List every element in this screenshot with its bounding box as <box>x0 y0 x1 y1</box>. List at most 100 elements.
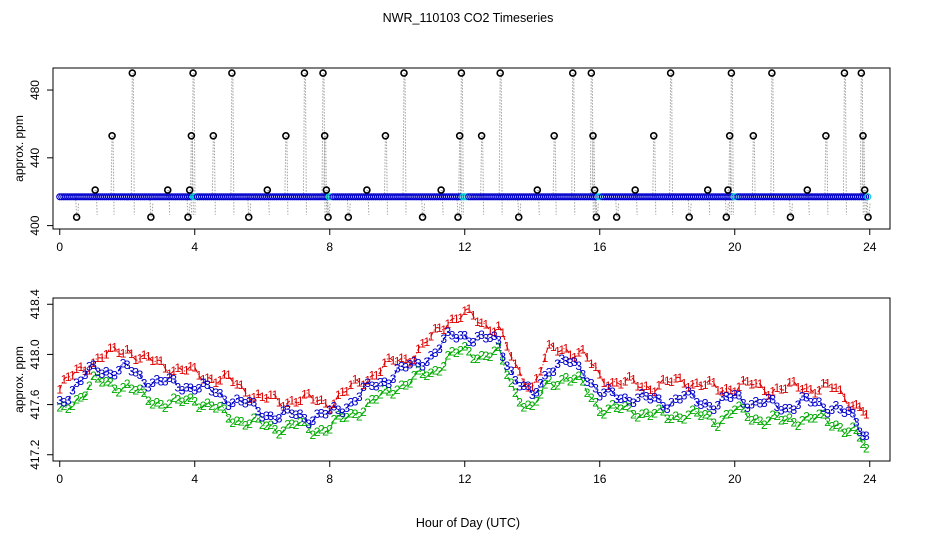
series-2-marker: 2 <box>660 405 667 419</box>
series-3-marker: 3 <box>65 393 72 407</box>
series-3-marker: 3 <box>630 396 637 410</box>
series-3-marker: 3 <box>225 399 232 413</box>
series-1-marker: 1 <box>390 354 397 368</box>
series-3-marker: 3 <box>795 398 802 412</box>
series-2-marker: 2 <box>740 401 747 415</box>
series-3-marker: 3 <box>322 407 329 421</box>
series-2-marker: 2 <box>280 424 287 438</box>
outlier-connector <box>151 203 154 218</box>
series-3-marker: 3 <box>828 403 835 417</box>
series-2-marker: 2 <box>833 418 840 432</box>
series-2-marker: 2 <box>440 359 447 373</box>
series-3-marker: 3 <box>385 377 392 391</box>
series-1-marker: 1 <box>377 365 384 379</box>
series-3-marker: 3 <box>436 342 443 356</box>
series-3-marker: 3 <box>537 377 544 391</box>
series-2-marker: 2 <box>672 409 679 423</box>
series-2-marker: 2 <box>596 405 603 419</box>
series-1-marker: 1 <box>613 375 620 389</box>
series-2-marker: 2 <box>162 401 169 415</box>
series-3-marker: 3 <box>778 403 785 417</box>
series-1-marker: 1 <box>740 374 747 388</box>
series-3-marker: 3 <box>141 377 148 391</box>
series-2-marker: 2 <box>803 409 810 423</box>
outlier-point <box>147 213 155 221</box>
series-2-marker: 2 <box>56 401 63 415</box>
outlier-point <box>185 186 194 194</box>
series-2-marker: 2 <box>124 377 131 391</box>
series-3-marker: 3 <box>512 374 519 388</box>
series-3-marker: 3 <box>78 374 85 388</box>
x-tick-label: 8 <box>326 240 333 254</box>
series-3-marker: 3 <box>727 391 734 405</box>
outlier-connector <box>480 135 483 197</box>
series-2-marker: 2 <box>655 402 662 416</box>
series-1-marker: 1 <box>407 356 414 370</box>
series-2-marker: 2 <box>407 376 414 390</box>
series-2-marker: 2 <box>761 418 768 432</box>
series-1-marker: 1 <box>436 321 443 335</box>
outlier-connector <box>304 73 307 215</box>
series-1-marker: 1 <box>179 363 186 377</box>
series-2-marker: 2 <box>483 349 490 363</box>
series-3-marker: 3 <box>698 398 705 412</box>
series-1-marker: 1 <box>385 351 392 365</box>
series-3-marker: 3 <box>276 412 283 426</box>
raw-point <box>864 193 872 201</box>
series-3-marker: 3 <box>807 395 814 409</box>
series-2-marker: 2 <box>204 396 211 410</box>
series-3-marker: 3 <box>761 396 768 410</box>
series-2-marker: 2 <box>681 413 688 427</box>
series-3-marker: 3 <box>461 328 468 342</box>
plot-frame <box>52 67 891 230</box>
outlier-point <box>400 69 408 77</box>
series-3-marker: 3 <box>824 406 831 420</box>
series-1-marker: 1 <box>622 375 629 389</box>
series-1-marker: 1 <box>634 379 641 393</box>
x-axis-label: Hour of Day (UTC) <box>416 516 520 530</box>
outlier-connector <box>654 135 657 215</box>
series-3-marker: 3 <box>470 335 477 349</box>
series-2-marker: 2 <box>685 408 692 422</box>
series-1-marker: 1 <box>73 362 80 376</box>
x-tick-label: 16 <box>593 472 607 486</box>
series-1-marker: 1 <box>681 377 688 391</box>
series-2-marker: 2 <box>276 428 283 442</box>
outlier-point <box>263 186 272 194</box>
series-2-marker: 2 <box>73 392 80 406</box>
series-3-marker: 3 <box>546 365 553 379</box>
series-2-marker: 2 <box>592 395 599 409</box>
series-3-marker: 3 <box>466 335 473 349</box>
series-2-marker: 2 <box>668 412 675 426</box>
x-tick-label: 0 <box>56 240 63 254</box>
series-3-marker: 3 <box>373 379 380 393</box>
series-1-marker: 1 <box>504 339 511 353</box>
series-2-marker: 2 <box>571 372 578 386</box>
series-1-marker: 1 <box>360 378 367 392</box>
series-3-marker: 3 <box>398 359 405 373</box>
series-2-marker: 2 <box>698 409 705 423</box>
outlier-connector <box>459 73 462 197</box>
series-2-marker: 2 <box>613 401 620 415</box>
series-1-marker: 1 <box>415 342 422 356</box>
series-2-marker: 2 <box>828 420 835 434</box>
outlier-point <box>108 131 116 140</box>
series-2-marker: 2 <box>255 412 262 426</box>
series-1-marker: 1 <box>343 384 350 398</box>
outlier-point <box>514 213 523 221</box>
series-2-marker: 2 <box>860 437 867 451</box>
series-2-marker: 2 <box>158 398 165 412</box>
series-2-marker: 2 <box>141 386 148 400</box>
series-1-marker: 1 <box>512 357 519 371</box>
series-1-marker: 1 <box>204 371 211 385</box>
series-3-marker: 3 <box>508 364 515 378</box>
series-3-marker: 3 <box>166 371 173 385</box>
series-2-marker: 2 <box>812 411 819 425</box>
series-2-marker: 2 <box>639 407 646 421</box>
series-2-marker: 2 <box>584 386 591 400</box>
series-1-marker: 1 <box>466 302 473 316</box>
series-1-marker: 1 <box>799 383 806 397</box>
series-3-marker: 3 <box>153 372 160 386</box>
series-2-marker: 2 <box>736 399 743 413</box>
series-1-marker: 1 <box>495 319 502 333</box>
